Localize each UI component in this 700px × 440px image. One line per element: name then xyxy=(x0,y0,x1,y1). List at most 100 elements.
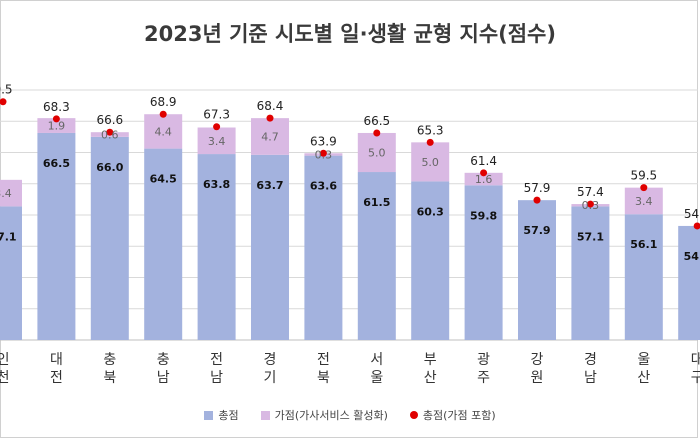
bar-base xyxy=(90,136,129,340)
category-label: 남 xyxy=(584,370,597,386)
category-label: 울 xyxy=(370,370,383,386)
category-label: 충 xyxy=(157,352,170,368)
category-label: 충 xyxy=(103,352,116,368)
bar-base xyxy=(624,214,663,340)
base-label: 57.1 xyxy=(577,230,604,243)
bars xyxy=(0,98,700,340)
category-label: 부 xyxy=(424,352,437,368)
total-dot xyxy=(426,138,434,146)
bar-base xyxy=(411,181,450,340)
bar-base xyxy=(251,154,289,340)
category-label: 북 xyxy=(317,370,330,386)
total-label: 57.9 xyxy=(524,181,551,195)
bonus-label: 1.9 xyxy=(48,120,66,133)
total-dot xyxy=(640,184,648,192)
total-label: 57.4 xyxy=(577,185,604,199)
total-label: 66.5 xyxy=(363,114,390,128)
total-dot xyxy=(693,222,700,230)
legend-label-bonus: 가점(가사서비스 활성화) xyxy=(274,409,388,422)
legend-item-bonus: 가점(가사서비스 활성화) xyxy=(260,407,388,423)
total-dot xyxy=(319,149,327,157)
bonus-label: 0.3 xyxy=(582,199,600,212)
bonus-label: 4.4 xyxy=(154,125,172,138)
bonus-label: 3.4 xyxy=(0,187,12,200)
bar-base xyxy=(144,148,183,340)
legend-swatch-bonus xyxy=(260,410,270,420)
total-label: 54.6 xyxy=(684,207,700,221)
bar-base xyxy=(678,225,700,340)
category-label: 전 xyxy=(317,352,330,368)
base-label: 64.5 xyxy=(150,173,177,186)
bar-bonus xyxy=(144,114,183,149)
legend-item-total: 총점(가점 포함) xyxy=(409,407,496,423)
category-label: 원 xyxy=(531,370,544,386)
total-label: 66.6 xyxy=(96,113,123,127)
total-label: 65.3 xyxy=(417,123,444,137)
legend-item-base: 총점 xyxy=(204,407,239,423)
bar-bonus xyxy=(197,127,236,155)
category-label: 전 xyxy=(210,352,223,368)
bar-base xyxy=(464,185,503,340)
category-label: 경 xyxy=(584,352,597,368)
category-label: 대 xyxy=(50,352,63,368)
bonus-label: 5.0 xyxy=(368,147,386,160)
total-dot xyxy=(480,169,488,177)
total-label: 68.9 xyxy=(150,95,177,109)
category-label: 인 xyxy=(0,352,9,368)
total-dot xyxy=(0,98,7,106)
bar-base xyxy=(37,132,76,340)
legend-dot-total xyxy=(409,411,418,419)
legend-swatch-base xyxy=(204,410,214,420)
chart-title: 2023년 기준 시도별 일·생활 균형 지수(점수) xyxy=(144,22,556,46)
base-label: 66.5 xyxy=(43,157,70,170)
category-label: 강 xyxy=(531,352,544,368)
total-dot xyxy=(533,196,541,204)
total-dot xyxy=(159,110,167,118)
legend: 총점 가점(가사서비스 활성화) 총점(가점 포함) xyxy=(0,405,700,425)
bar-bonus xyxy=(251,118,289,155)
total-label: 0.5 xyxy=(0,83,13,97)
total-label: 68.3 xyxy=(43,100,70,114)
total-label: 59.5 xyxy=(630,169,657,183)
base-label: 63.8 xyxy=(203,178,230,191)
legend-label-base: 총점 xyxy=(218,409,239,422)
base-label: 61.5 xyxy=(363,196,390,209)
bonus-label: 1.6 xyxy=(475,173,493,186)
bar-base xyxy=(357,172,396,340)
base-label: 57.1 xyxy=(0,230,17,243)
total-dot xyxy=(106,128,114,136)
bar-bonus xyxy=(464,172,503,186)
category-label: 전 xyxy=(50,370,63,386)
bonus-label: 0.6 xyxy=(101,129,119,142)
bar-base xyxy=(571,206,610,340)
bar-base xyxy=(0,206,22,340)
base-label: 56.1 xyxy=(630,238,657,251)
category-label: 주 xyxy=(477,370,490,386)
category-label: 산 xyxy=(424,370,437,386)
category-label: 남 xyxy=(157,370,170,386)
category-label: 구 xyxy=(691,370,700,386)
category-label: 북 xyxy=(103,370,116,386)
category-label: 남 xyxy=(210,370,223,386)
category-label: 서 xyxy=(370,352,383,368)
data-labels: 0.5 3.4 57.1 68.3 1.9 66.5 66.6 0.6 66.0 68.9 4.4 6… xyxy=(0,83,700,263)
base-label: 59.8 xyxy=(470,209,497,222)
bar-base xyxy=(197,154,236,340)
total-label: 67.3 xyxy=(203,108,230,122)
bar-bonus xyxy=(0,179,22,207)
category-label: 천 xyxy=(0,370,9,386)
bonus-label: 5.0 xyxy=(421,156,439,169)
total-label: 61.4 xyxy=(470,154,497,168)
total-dot xyxy=(586,200,594,208)
base-label: 63.7 xyxy=(256,179,283,192)
bar-bonus xyxy=(37,118,76,133)
base-label: 60.3 xyxy=(417,205,444,218)
category-label: 대 xyxy=(691,352,700,368)
bar-base xyxy=(518,200,556,340)
base-label: 57.9 xyxy=(523,224,550,237)
category-label: 경 xyxy=(264,352,277,368)
bonus-label: 3.4 xyxy=(208,135,226,148)
total-dot xyxy=(373,129,381,137)
category-label: 광 xyxy=(477,352,490,368)
